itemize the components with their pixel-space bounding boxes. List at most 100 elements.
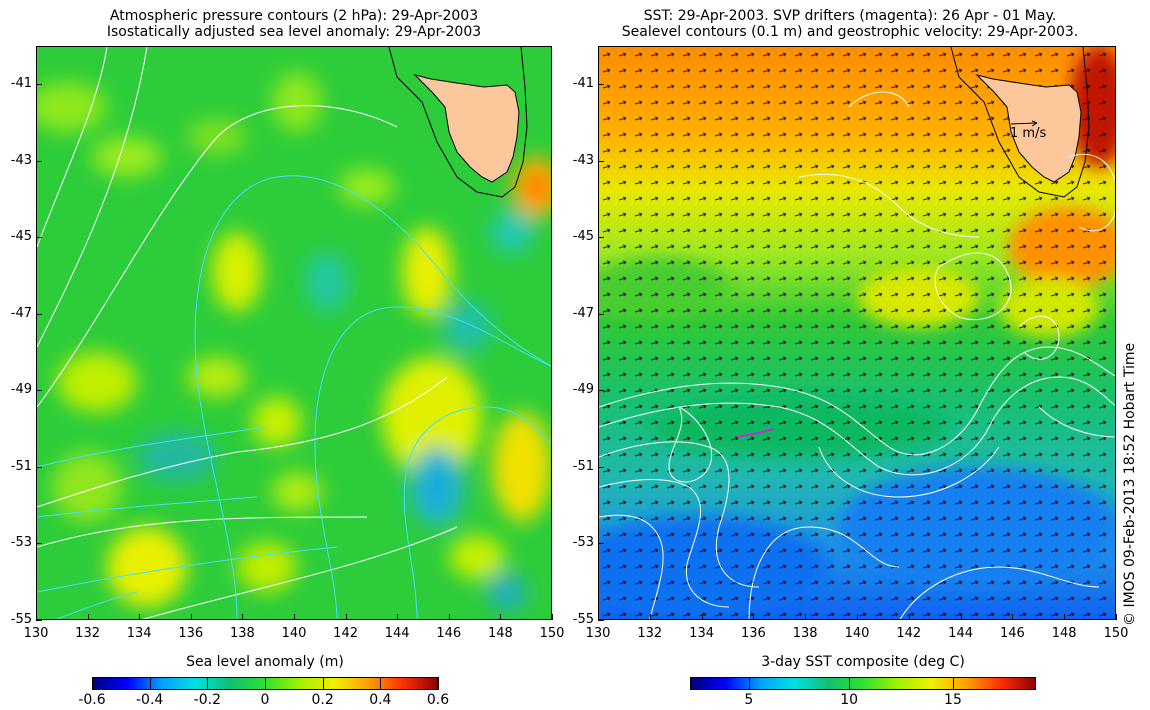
x-tick-label: 134	[689, 626, 714, 641]
sea-level-anomaly-field	[37, 47, 551, 619]
y-tick-mark	[36, 619, 42, 621]
colorbar-tick-mark	[149, 677, 151, 690]
x-tick-label: 134	[126, 626, 152, 641]
colorbar-tick-mark	[322, 677, 324, 690]
left-colorbar-title: Sea level anomaly (m)	[186, 654, 344, 670]
y-tick-label: -53	[10, 535, 32, 550]
right-title-line2: Sealevel contours (0.1 m) and geostrophi…	[621, 24, 1079, 40]
y-tick-label: -55	[572, 611, 594, 627]
y-tick-mark	[36, 84, 42, 85]
y-tick-mark	[598, 466, 604, 468]
y-tick-mark	[598, 390, 604, 391]
colorbar-tick-mark	[438, 677, 439, 690]
x-tick-label: 148	[1051, 626, 1077, 641]
x-tick-mark	[36, 614, 37, 620]
y-tick-label: -41	[10, 76, 32, 91]
colorbar-tick-mark	[265, 677, 266, 690]
y-tick-label: -43	[572, 152, 594, 168]
x-tick-label: 140	[281, 626, 307, 641]
x-tick-label: 146	[436, 626, 462, 641]
y-tick-mark	[36, 160, 42, 162]
colorbar-tick-label: 5	[744, 692, 754, 708]
y-tick-label: -47	[572, 305, 594, 321]
x-tick-label: 144	[384, 626, 410, 641]
y-tick-mark	[598, 619, 604, 621]
colorbar-tick-label: 0	[260, 692, 270, 708]
x-tick-label: 136	[740, 626, 766, 641]
y-tick-mark	[36, 466, 42, 468]
x-tick-label: 130	[585, 626, 611, 641]
x-tick-label: 132	[75, 626, 100, 641]
x-tick-label: 146	[999, 626, 1025, 641]
x-tick-label: 142	[333, 626, 358, 641]
colorbar-tick-label: -0.4	[135, 692, 164, 708]
colorbar-tick-mark	[952, 677, 954, 690]
x-tick-mark	[448, 614, 450, 620]
y-tick-label: -55	[10, 611, 32, 627]
x-tick-mark	[87, 614, 89, 620]
y-tick-mark	[36, 237, 42, 238]
x-tick-label: 136	[178, 626, 204, 641]
y-tick-label: -49	[10, 382, 32, 397]
x-tick-mark	[552, 614, 553, 620]
x-tick-mark	[908, 614, 910, 620]
colorbar-tick-mark	[380, 677, 382, 690]
y-tick-label: -51	[10, 458, 32, 474]
x-tick-label: 140	[844, 626, 870, 641]
x-tick-mark	[1064, 614, 1066, 620]
y-tick-label: -45	[572, 229, 594, 244]
x-tick-mark	[1116, 614, 1117, 620]
y-tick-mark	[598, 160, 604, 162]
x-tick-mark	[753, 614, 755, 620]
colorbar-tick-label: 0.2	[311, 692, 334, 708]
y-tick-label: -45	[10, 229, 32, 244]
colorbar-tick-label: 0.6	[426, 692, 450, 708]
x-tick-mark	[701, 614, 703, 620]
x-tick-mark	[500, 614, 502, 620]
right-colorbar-title: 3-day SST composite (deg C)	[761, 654, 965, 670]
x-tick-mark	[960, 614, 962, 620]
colorbar-tick-label: 15	[944, 692, 962, 708]
colorbar-tick-label: 0.4	[369, 692, 392, 708]
colorbar-tick-label: -0.6	[78, 692, 106, 708]
y-tick-mark	[598, 237, 604, 238]
x-tick-label: 142	[896, 626, 922, 641]
y-tick-mark	[36, 543, 42, 544]
y-tick-label: -47	[10, 305, 32, 321]
colorbar-tick-mark	[207, 677, 209, 690]
right-colorbar	[690, 677, 1036, 690]
sea-level-anomaly-map	[36, 46, 552, 620]
y-tick-mark	[598, 543, 604, 544]
x-tick-label: 130	[23, 626, 49, 641]
x-tick-mark	[345, 614, 347, 620]
x-tick-label: 150	[1103, 626, 1129, 641]
y-tick-mark	[598, 313, 604, 315]
y-tick-label: -51	[572, 458, 594, 474]
x-tick-label: 150	[539, 626, 565, 641]
colorbar-tick-mark	[748, 677, 750, 690]
right-title-line1: SST: 29-Apr-2003. SVP drifters (magenta)…	[643, 8, 1057, 24]
x-tick-mark	[190, 614, 192, 620]
x-tick-mark	[139, 614, 141, 620]
y-tick-mark	[598, 84, 604, 85]
x-tick-mark	[857, 614, 858, 620]
x-tick-mark	[294, 614, 295, 620]
y-tick-label: -49	[572, 382, 594, 397]
left-title-line1: Atmospheric pressure contours (2 hPa): 2…	[109, 8, 479, 24]
x-tick-mark	[1012, 614, 1014, 620]
x-tick-mark	[242, 614, 244, 620]
velocity-scale-label: 1 m/s	[1010, 126, 1047, 141]
y-tick-mark	[36, 390, 42, 391]
sst-map	[598, 46, 1116, 620]
y-tick-label: -43	[10, 152, 32, 168]
x-tick-label: 132	[637, 626, 663, 641]
left-title-line2: Isostatically adjusted sea level anomaly…	[106, 24, 482, 40]
y-tick-mark	[36, 313, 42, 315]
y-tick-label: -53	[572, 535, 594, 550]
colorbar-tick-mark	[92, 677, 93, 690]
x-tick-mark	[805, 614, 807, 620]
credit-label: © IMOS 09-Feb-2013 18:52 Hobart Time	[1122, 342, 1138, 626]
colorbar-tick-mark	[849, 677, 851, 690]
x-tick-label: 148	[487, 626, 513, 641]
colorbar-tick-label: 10	[840, 692, 859, 708]
